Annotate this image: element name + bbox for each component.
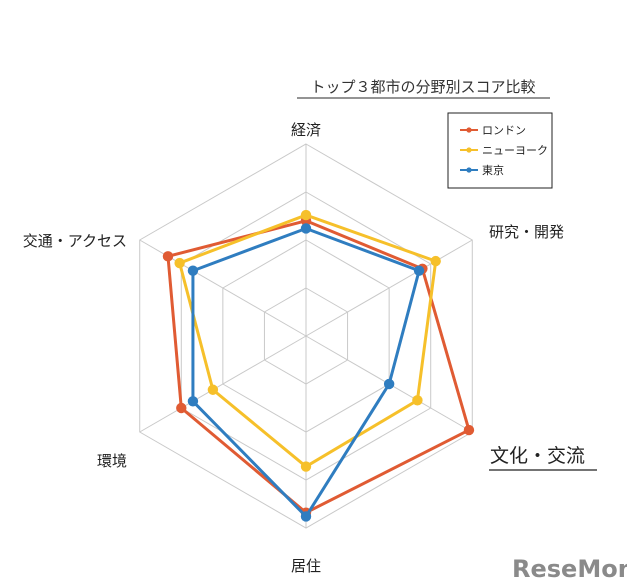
legend: ロンドン ニューヨーク 東京 [447,112,553,189]
axis-label-kenkyu: 研究・開発 [489,223,564,241]
point-tokyo-5 [187,265,199,276]
axis-spoke-4 [139,335,307,433]
point-tokyo-2 [383,378,395,390]
radar-grid [139,143,473,529]
legend-marker-newyork [466,147,472,153]
resemom-logo: ReseMom [512,555,627,583]
resemom-logo-text: ReseMom [512,555,627,583]
axis-spoke-1 [305,239,473,337]
point-tokyo-4 [187,396,199,407]
point-tokyo-1 [413,265,425,276]
point-london-5 [162,251,174,262]
legend-marker-tokyo [466,167,472,173]
axis-label-bunka: 文化・交流 [490,445,585,467]
axis-label-kankyo: 環境 [97,452,127,470]
point-newyork-4 [207,384,219,395]
point-tokyo-3 [300,511,312,522]
axis-label-keizai: 経済 [291,121,321,139]
legend-item-london: ロンドン [460,124,526,137]
point-tokyo-0 [300,223,312,234]
legend-item-newyork: ニューヨーク [460,144,548,157]
legend-marker-london [466,127,472,133]
axis-label-kotsu: 交通・アクセス [23,232,127,250]
series-layer [162,209,475,522]
point-newyork-5 [174,257,185,269]
point-newyork-3 [300,461,312,472]
point-london-4 [176,402,187,414]
series-newyork [174,209,441,472]
legend-label-tokyo: 東京 [482,163,504,177]
legend-label-newyork: ニューヨーク [482,144,548,157]
point-newyork-0 [300,209,312,221]
chart-title: トップ３都市の分野別スコア比較 [310,78,535,96]
legend-label-london: ロンドン [482,124,526,137]
point-newyork-2 [412,395,423,406]
series-tokyo [187,223,425,522]
legend-item-tokyo: 東京 [460,163,504,177]
point-london-2 [463,424,475,436]
axis-label-kyoju: 居住 [291,557,321,575]
point-newyork-1 [430,255,441,267]
